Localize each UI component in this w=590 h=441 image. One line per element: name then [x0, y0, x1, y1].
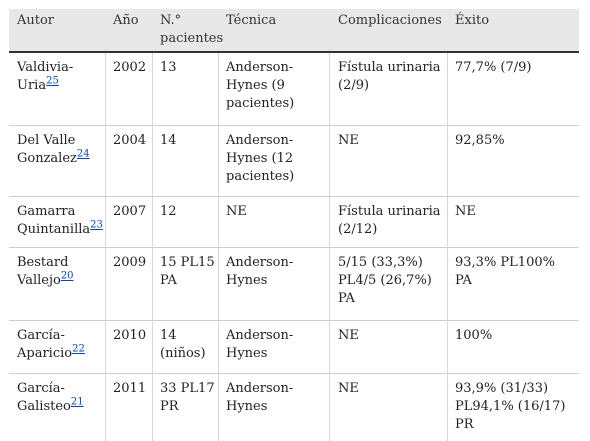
technique-cell: Anderson-Hynes (9 pacientes) [226, 60, 295, 111]
complications-cell: Fístula urinaria (2/9) [338, 60, 441, 93]
patients-cell: 33 PL17 PR [160, 381, 215, 414]
author-cell: Bestard Vallejo20 [17, 255, 74, 288]
success-cell: 93,9% (31/33) PL94,1% (16/17) PR [455, 381, 566, 432]
header-ano: Año [113, 13, 139, 28]
success-cell: NE [455, 204, 476, 219]
header-autor: Autor [17, 13, 55, 28]
table-row: Del Valle Gonzalez24 2004 14 Anderson-Hy… [9, 126, 579, 197]
success-cell: 93,3% PL100% PA [455, 255, 555, 288]
year-cell: 2010 [113, 328, 147, 343]
patients-cell: 14 (niños) [160, 328, 206, 361]
reference-link[interactable]: 20 [60, 270, 74, 282]
reference-link[interactable]: 24 [76, 148, 90, 160]
header-complicaciones: Complicaciones [338, 13, 442, 28]
header-pacientes: N.° pacientes [160, 13, 224, 46]
reference-link[interactable]: 25 [46, 75, 59, 87]
complications-cell: NE [338, 133, 359, 148]
author-cell: Gamarra Quintanilla23 [17, 204, 103, 237]
success-cell: 92,85% [455, 133, 505, 148]
table-header: Autor Año N.° pacientes Técnica Complica… [9, 9, 579, 53]
table-row: Valdivia-Uria25 2002 13 Anderson-Hynes (… [9, 53, 579, 126]
patients-cell: 15 PL15 PA [160, 255, 215, 288]
complications-cell: NE [338, 328, 359, 343]
success-cell: 77,7% (7/9) [455, 60, 532, 75]
table-row: Gamarra Quintanilla23 2007 12 NE Fístula… [9, 197, 579, 248]
reference-link[interactable]: 21 [70, 396, 84, 408]
year-cell: 2007 [113, 204, 147, 219]
table-row: García-Galisteo21 2011 33 PL17 PR Anders… [9, 374, 579, 441]
author-cell: Del Valle Gonzalez24 [17, 133, 90, 166]
author-cell: Valdivia-Uria25 [17, 60, 74, 93]
table-row: Bestard Vallejo20 2009 15 PL15 PA Anders… [9, 248, 579, 321]
year-cell: 2009 [113, 255, 147, 270]
technique-cell: Anderson-Hynes [226, 381, 294, 414]
patients-cell: 12 [160, 204, 177, 219]
complications-cell: 5/15 (33,3%) PL4/5 (26,7%) PA [338, 255, 432, 306]
technique-cell: Anderson-Hynes [226, 255, 294, 288]
patients-cell: 14 [160, 133, 177, 148]
success-cell: 100% [455, 328, 493, 343]
technique-cell: NE [226, 204, 247, 219]
technique-cell: Anderson-Hynes (12 pacientes) [226, 133, 295, 184]
complications-cell: NE [338, 381, 359, 396]
table-row: García-Aparicio22 2010 14 (niños) Anders… [9, 321, 579, 374]
author-cell: García-Galisteo21 [17, 381, 84, 414]
patients-cell: 13 [160, 60, 177, 75]
complications-cell: Fístula urinaria (2/12) [338, 204, 441, 237]
technique-cell: Anderson-Hynes [226, 328, 294, 361]
year-cell: 2011 [113, 381, 147, 396]
header-exito: Éxito [455, 13, 490, 28]
reference-link[interactable]: 23 [90, 219, 103, 231]
header-tecnica: Técnica [226, 13, 277, 28]
author-cell: García-Aparicio22 [17, 328, 85, 361]
year-cell: 2002 [113, 60, 147, 75]
year-cell: 2004 [113, 133, 147, 148]
results-table: Autor Año N.° pacientes Técnica Complica… [9, 9, 579, 441]
reference-link[interactable]: 22 [72, 343, 85, 355]
